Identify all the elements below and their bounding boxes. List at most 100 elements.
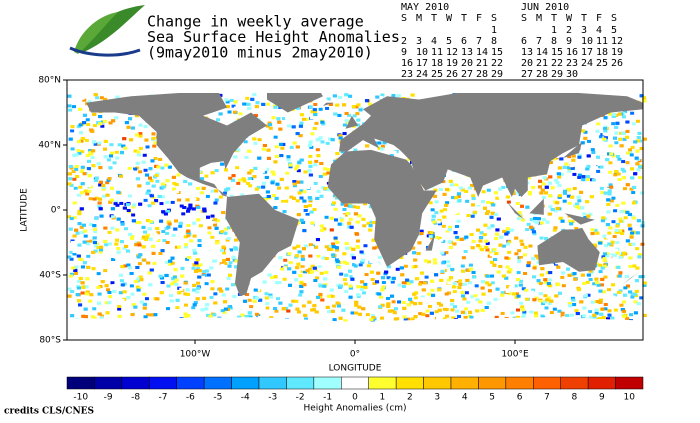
anomaly-speck: [258, 298, 263, 302]
anomaly-speck: [594, 311, 599, 315]
anomaly-speck: [470, 214, 475, 218]
anomaly-speck: [69, 262, 74, 266]
anomaly-speck: [174, 245, 179, 249]
anomaly-speck: [598, 241, 603, 245]
weekday: W: [446, 13, 453, 24]
anomaly-speck: [489, 253, 494, 257]
anomaly-speck: [247, 298, 252, 302]
anomaly-speck: [430, 234, 435, 238]
anomaly-speck: [234, 265, 239, 269]
anomaly-speck: [502, 286, 507, 290]
anomaly-speck: [434, 310, 439, 314]
anomaly-speck: [526, 261, 531, 265]
anomaly-speck: [218, 195, 223, 199]
anomaly-speck: [407, 281, 412, 285]
anomaly-speck: [171, 234, 176, 238]
anomaly-speck: [112, 161, 117, 165]
anomaly-speck: [225, 287, 230, 291]
anomaly-speck: [558, 291, 563, 295]
anomaly-speck: [538, 306, 543, 310]
anomaly-speck: [279, 154, 284, 158]
anomaly-speck: [222, 243, 227, 247]
anomaly-speck: [215, 219, 220, 223]
anomaly-speck: [283, 202, 288, 206]
anomaly-speck: [479, 231, 484, 235]
anomaly-speck: [438, 188, 443, 192]
anomaly-speck: [80, 231, 85, 235]
anomaly-speck: [166, 220, 171, 224]
anomaly-speck: [375, 262, 380, 266]
anomaly-speck: [619, 303, 624, 307]
anomaly-speck: [147, 204, 152, 208]
anomaly-speck: [520, 218, 525, 222]
anomaly-speck: [108, 166, 113, 170]
anomaly-speck: [192, 288, 197, 292]
anomaly-speck: [338, 284, 343, 288]
anomaly-speck: [308, 105, 313, 109]
anomaly-speck: [278, 301, 283, 305]
anomaly-speck: [204, 174, 209, 178]
anomaly-speck: [607, 231, 612, 235]
anomaly-speck: [194, 261, 199, 265]
anomaly-speck: [116, 250, 121, 254]
anomaly-speck: [107, 230, 112, 234]
anomaly-speck: [444, 308, 449, 312]
anomaly-speck: [380, 288, 385, 292]
anomaly-speck: [499, 235, 504, 239]
anomaly-speck: [116, 247, 121, 251]
anomaly-speck: [72, 201, 77, 205]
anomaly-speck: [154, 199, 159, 203]
anomaly-speck: [598, 270, 603, 274]
anomaly-speck: [517, 259, 522, 263]
anomaly-speck: [273, 135, 278, 139]
anomaly-speck: [181, 212, 186, 216]
anomaly-speck: [79, 131, 84, 135]
anomaly-speck: [596, 179, 601, 183]
anomaly-speck: [207, 231, 212, 235]
anomaly-speck: [192, 263, 197, 267]
anomaly-speck: [196, 218, 201, 222]
anomaly-speck: [483, 223, 488, 227]
anomaly-speck: [257, 156, 262, 160]
anomaly-speck: [104, 220, 109, 224]
anomaly-speck: [101, 194, 106, 198]
anomaly-speck: [417, 241, 422, 245]
anomaly-speck: [386, 265, 391, 269]
anomaly-speck: [536, 279, 541, 283]
anomaly-speck: [177, 198, 182, 202]
anomaly-speck: [574, 309, 579, 313]
anomaly-speck: [122, 137, 127, 141]
anomaly-speck: [70, 147, 75, 151]
anomaly-speck: [207, 226, 212, 230]
anomaly-speck: [295, 145, 300, 149]
anomaly-speck: [396, 94, 401, 98]
anomaly-speck: [572, 303, 577, 307]
anomaly-speck: [617, 157, 622, 161]
anomaly-speck: [588, 310, 593, 314]
anomaly-speck: [507, 270, 512, 274]
anomaly-speck: [366, 264, 371, 268]
anomaly-speck: [476, 203, 481, 207]
logo: [69, 5, 145, 57]
anomaly-speck: [316, 254, 321, 258]
anomaly-speck: [76, 254, 81, 258]
anomaly-speck: [202, 209, 207, 213]
anomaly-speck: [246, 181, 251, 185]
anomaly-speck: [109, 154, 114, 158]
anomaly-speck: [192, 234, 197, 238]
anomaly-speck: [608, 144, 613, 148]
anomaly-speck: [501, 244, 506, 248]
anomaly-speck: [523, 272, 528, 276]
anomaly-speck: [627, 215, 632, 219]
anomaly-speck: [109, 143, 114, 147]
anomaly-speck: [470, 184, 475, 188]
anomaly-speck: [231, 174, 236, 178]
day: 21: [536, 58, 548, 69]
anomaly-speck: [623, 216, 628, 220]
anomaly-speck: [544, 280, 549, 284]
anomaly-speck: [127, 194, 132, 198]
anomaly-speck: [629, 153, 634, 157]
anomaly-speck: [103, 139, 108, 143]
anomaly-speck: [308, 173, 313, 177]
anomaly-speck: [517, 249, 522, 253]
